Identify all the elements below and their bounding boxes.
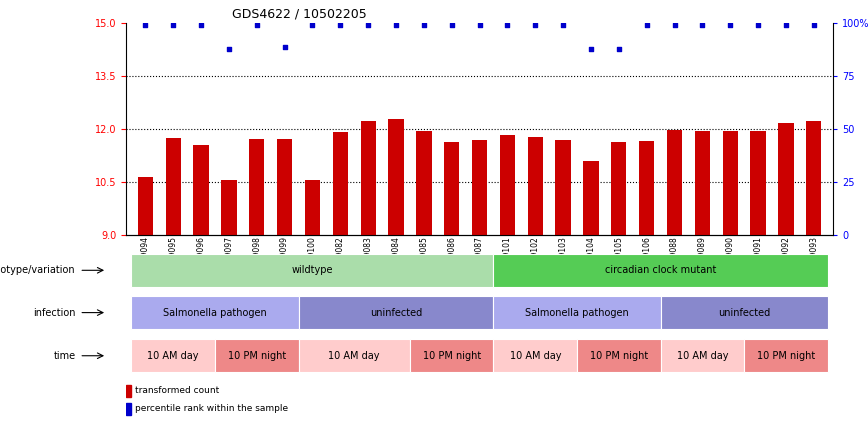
Point <box>640 22 654 29</box>
Text: 10 AM day: 10 AM day <box>677 351 728 361</box>
Text: genotype/variation: genotype/variation <box>0 265 76 275</box>
Text: uninfected: uninfected <box>370 308 422 318</box>
Bar <box>583 161 599 235</box>
Bar <box>166 138 181 235</box>
Bar <box>494 296 661 329</box>
Bar <box>221 180 237 235</box>
Text: Salmonella pathogen: Salmonella pathogen <box>525 308 629 318</box>
Bar <box>131 296 299 329</box>
Bar <box>138 177 153 235</box>
Point <box>250 22 264 29</box>
Point <box>333 22 347 29</box>
Text: infection: infection <box>33 308 76 318</box>
Bar <box>131 254 494 287</box>
Bar <box>779 123 793 235</box>
Bar <box>500 135 515 235</box>
Text: 10 AM day: 10 AM day <box>328 351 380 361</box>
Bar <box>388 119 404 235</box>
Bar <box>494 254 828 287</box>
Point <box>695 22 709 29</box>
Bar <box>194 145 208 235</box>
Point <box>444 22 458 29</box>
Bar <box>661 339 744 372</box>
Text: transformed count: transformed count <box>135 386 220 395</box>
Point <box>501 22 515 29</box>
Text: 10 PM night: 10 PM night <box>757 351 815 361</box>
Point <box>167 22 181 29</box>
Bar <box>528 137 542 235</box>
Point <box>556 22 570 29</box>
Bar <box>444 143 459 235</box>
Text: 10 PM night: 10 PM night <box>227 351 286 361</box>
Point <box>222 45 236 52</box>
Bar <box>126 403 131 415</box>
Bar <box>667 130 682 235</box>
Point <box>584 45 598 52</box>
Bar <box>277 139 293 235</box>
Point <box>278 43 292 50</box>
Text: time: time <box>54 351 76 361</box>
Bar <box>332 132 348 235</box>
Point <box>361 22 375 29</box>
Point <box>472 22 486 29</box>
Bar <box>611 143 627 235</box>
Bar <box>305 180 320 235</box>
Point <box>779 22 792 29</box>
Point <box>612 45 626 52</box>
Bar <box>661 296 828 329</box>
Bar <box>639 141 654 235</box>
Bar <box>410 339 494 372</box>
Point <box>417 22 431 29</box>
Bar <box>360 121 376 235</box>
Bar <box>249 139 265 235</box>
Text: Salmonella pathogen: Salmonella pathogen <box>163 308 266 318</box>
Point <box>667 22 681 29</box>
Text: circadian clock mutant: circadian clock mutant <box>605 265 716 275</box>
Bar <box>694 131 710 235</box>
Bar <box>131 339 215 372</box>
Bar <box>417 131 431 235</box>
Point <box>138 22 152 29</box>
Bar <box>556 140 571 235</box>
Bar <box>126 385 131 397</box>
Point <box>389 22 403 29</box>
Bar <box>751 131 766 235</box>
Point <box>306 22 319 29</box>
Text: 10 AM day: 10 AM day <box>510 351 561 361</box>
Bar <box>722 131 738 235</box>
Text: 10 PM night: 10 PM night <box>423 351 481 361</box>
Bar <box>494 339 577 372</box>
Text: uninfected: uninfected <box>718 308 770 318</box>
Point <box>751 22 765 29</box>
Bar <box>299 296 494 329</box>
Point <box>807 22 821 29</box>
Text: 10 PM night: 10 PM night <box>589 351 648 361</box>
Text: wildtype: wildtype <box>292 265 333 275</box>
Point <box>194 22 208 29</box>
Bar <box>806 121 821 235</box>
Text: percentile rank within the sample: percentile rank within the sample <box>135 404 288 413</box>
Point <box>723 22 737 29</box>
Bar <box>299 339 410 372</box>
Text: GDS4622 / 10502205: GDS4622 / 10502205 <box>232 8 366 21</box>
Bar <box>577 339 661 372</box>
Bar <box>215 339 299 372</box>
Bar <box>744 339 828 372</box>
Bar <box>472 140 487 235</box>
Text: 10 AM day: 10 AM day <box>148 351 199 361</box>
Point <box>529 22 542 29</box>
